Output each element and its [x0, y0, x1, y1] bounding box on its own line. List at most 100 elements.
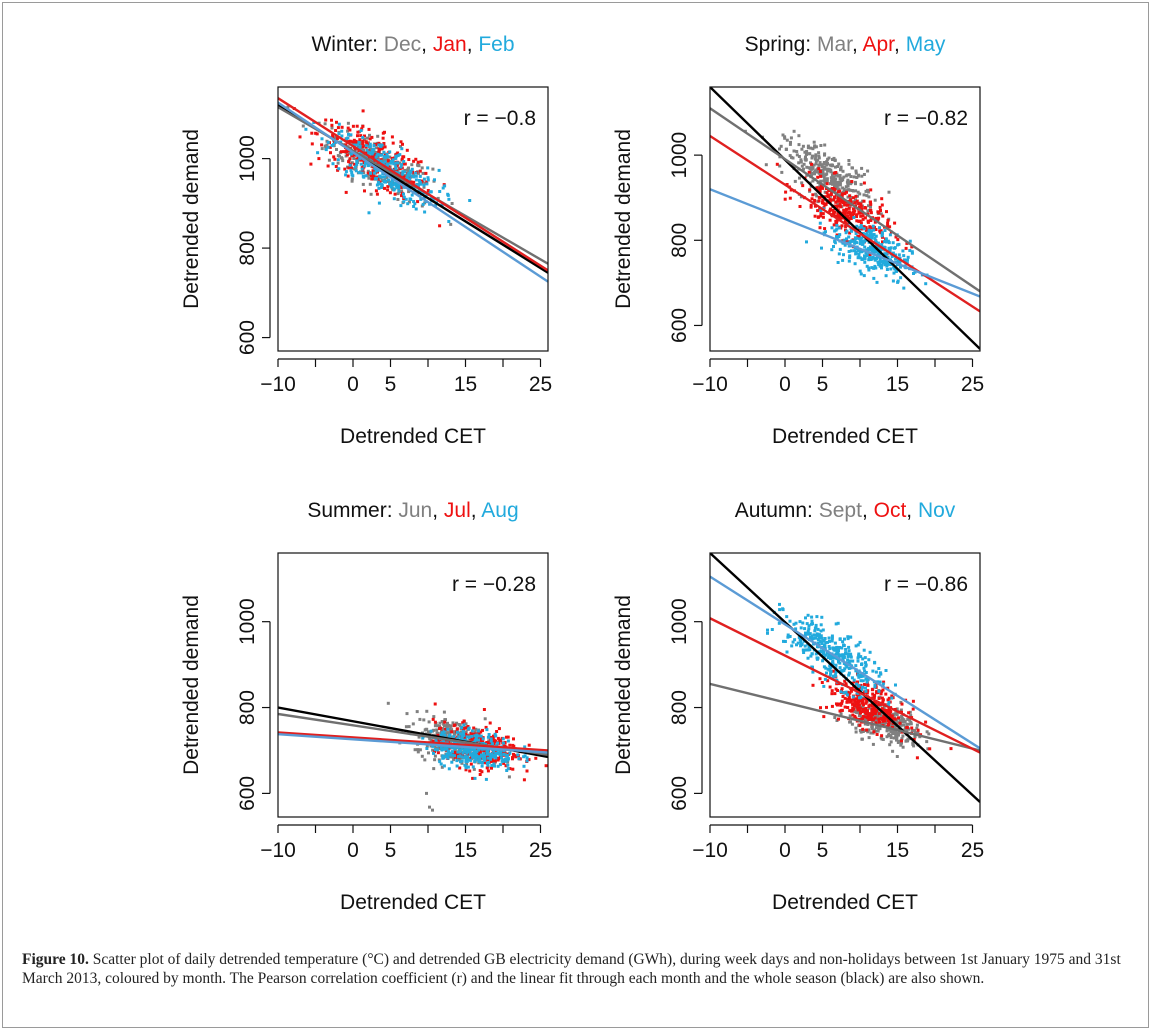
title-separator: ,	[421, 33, 433, 56]
scatter-point-aug	[483, 754, 487, 758]
scatter-point-nov	[799, 626, 803, 630]
scatter-point-dec	[363, 138, 366, 141]
scatter-point-oct	[856, 680, 859, 684]
scatter-point-oct	[857, 703, 861, 707]
scatter-point-feb	[331, 162, 335, 166]
scatter-point-apr	[839, 205, 843, 209]
scatter-point-aug	[525, 756, 529, 760]
scatter-point-jul	[512, 737, 515, 741]
x-tick-label: 5	[385, 373, 397, 396]
scatter-point-jan	[400, 186, 404, 190]
scatter-point-sept	[916, 731, 920, 735]
scatter-point-apr	[864, 226, 868, 230]
scatter-point-jul	[477, 732, 481, 736]
scatter-point-nov	[830, 636, 834, 640]
scatter-point-apr	[838, 202, 842, 206]
scatter-point-aug	[486, 763, 490, 767]
scatter-point-may	[856, 256, 860, 260]
scatter-point-nov	[817, 636, 821, 640]
scatter-point-may	[863, 260, 867, 264]
scatter-point-jan	[411, 170, 415, 174]
scatter-point-oct	[834, 687, 838, 691]
scatter-point-jun	[429, 744, 433, 748]
scatter-point-jul	[453, 755, 457, 759]
scatter-point-jun	[413, 748, 417, 752]
scatter-point-oct	[839, 703, 843, 707]
scatter-point-apr	[855, 199, 859, 203]
scatter-point-feb	[377, 143, 381, 147]
scatter-point-jun	[411, 722, 415, 726]
title-separator: ,	[906, 499, 918, 522]
scatter-point-may	[872, 276, 876, 280]
scatter-point-oct	[916, 728, 920, 732]
scatter-point-nov	[851, 659, 855, 663]
scatter-point-jul	[431, 717, 435, 721]
scatter-point-aug	[465, 735, 469, 739]
x-axis-label: Detrended CET	[340, 425, 486, 448]
scatter-point-aug	[481, 753, 484, 757]
scatter-point-jan	[371, 169, 375, 173]
scatter-point-feb	[326, 145, 330, 149]
scatter-point-sept	[899, 723, 903, 727]
scatter-point-oct	[864, 712, 868, 715]
scatter-point-feb	[426, 176, 430, 180]
scatter-point-may	[872, 256, 876, 260]
scatter-point-jul	[439, 726, 443, 730]
scatter-point-mar	[789, 136, 793, 140]
scatter-point-aug	[458, 754, 462, 758]
scatter-point-mar	[789, 140, 792, 144]
scatter-point-nov	[868, 650, 872, 654]
scatter-point-jan	[370, 135, 374, 139]
scatter-point-jun	[441, 727, 445, 731]
scatter-point-aug	[489, 737, 493, 741]
scatter-point-sept	[880, 737, 884, 741]
fit-line-month2	[710, 134, 980, 313]
scatter-point-feb	[417, 179, 421, 182]
scatter-point-jan	[336, 168, 340, 172]
scatter-point-dec	[399, 145, 402, 148]
scatter-point-sept	[902, 718, 905, 722]
title-separator: ,	[471, 499, 482, 522]
scatter-point-nov	[827, 645, 831, 648]
scatter-point-may	[860, 257, 864, 261]
scatter-point-may	[867, 256, 871, 260]
title-prefix: Autumn:	[735, 499, 819, 522]
scatter-point-apr	[829, 193, 833, 196]
scatter-point-aug	[466, 757, 470, 761]
x-tick-label: 0	[779, 373, 791, 396]
scatter-point-nov	[821, 659, 825, 663]
scatter-point-may	[871, 233, 875, 237]
scatter-point-jan	[420, 179, 424, 183]
scatter-point-nov	[841, 640, 845, 644]
scatter-point-dec	[396, 192, 400, 196]
scatter-point-aug	[494, 734, 498, 738]
scatter-point-mar	[799, 160, 803, 164]
scatter-point-sept	[867, 728, 871, 732]
scatter-point-feb	[446, 193, 450, 197]
scatter-point-oct	[847, 696, 851, 700]
scatter-point-mar	[841, 186, 845, 190]
scatter-point-nov	[831, 661, 834, 665]
scatter-point-may	[853, 262, 857, 266]
scatter-point-oct	[865, 699, 869, 703]
scatter-point-jan	[346, 174, 350, 178]
x-tick-label: −10	[260, 373, 296, 396]
scatter-point-mar	[812, 170, 816, 174]
scatter-point-apr	[835, 233, 839, 237]
scatter-point-sept	[874, 726, 878, 730]
scatter-point-apr	[880, 197, 884, 201]
scatter-point-oct	[878, 720, 881, 724]
scatter-point-nov	[820, 615, 824, 619]
scatter-point-aug	[452, 740, 456, 744]
title-separator: ,	[852, 33, 863, 56]
scatter-point-apr	[905, 241, 909, 245]
scatter-point-mar	[829, 182, 832, 186]
scatter-point-may	[890, 255, 894, 258]
scatter-point-apr	[845, 190, 848, 194]
scatter-point-feb	[401, 172, 405, 176]
scatter-point-nov	[857, 654, 861, 658]
scatter-point-may	[819, 209, 823, 213]
scatter-point-feb	[357, 140, 361, 144]
